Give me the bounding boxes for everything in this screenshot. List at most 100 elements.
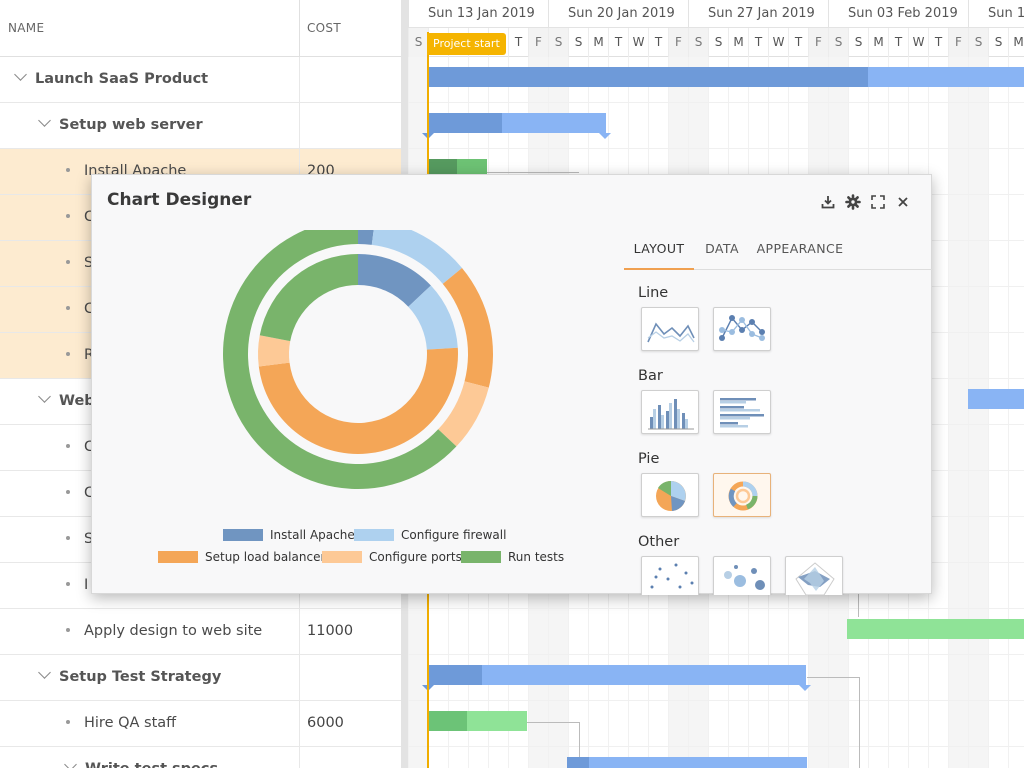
task-bar[interactable] [427,711,527,731]
designer-tabs: LAYOUT DATA APPEARANCE [624,230,933,270]
task-name: I [84,577,89,593]
group-label-pie: Pie [638,451,660,467]
chart-preview: Install Apache Configure firewall Setup lo… [92,230,622,595]
line-chart-option[interactable] [641,307,699,351]
chevron-down-icon[interactable] [38,390,51,403]
task-cost[interactable]: 6000 [307,715,344,731]
week-label: Sun 13 Jan 2019 [408,0,548,28]
scatter-chart-option[interactable] [641,556,699,595]
bullet-icon [66,168,70,172]
legend-item[interactable]: Setup load balancer [158,550,325,564]
dependency-line[interactable] [527,722,579,723]
legend-item[interactable]: Configure firewall [354,528,506,542]
chevron-down-icon[interactable] [14,68,27,81]
timeline-week-header: Sun 13 Jan 2019 Sun 20 Jan 2019 Sun 27 Jan… [408,0,1024,28]
donut-slice-configure-ports[interactable] [258,335,291,367]
task-progress [427,665,482,685]
task-name: Launch SaaS Product [35,71,209,87]
task-progress [427,67,868,87]
task-name: R [84,347,95,363]
day-label: W [768,28,788,57]
grid-row[interactable]: Launch SaaS Product [0,57,401,103]
legend-item[interactable]: Run tests [461,550,564,564]
bubble-chart-option[interactable] [713,556,771,595]
task-name-cell[interactable]: Apply design to web site [0,609,300,654]
week-label: Sun 27 Jan 2019 [688,0,828,28]
line-markers-chart-option[interactable] [713,307,771,351]
pie-chart-option[interactable] [641,473,699,517]
fullscreen-icon[interactable] [869,193,887,211]
legend-swatch [223,529,263,541]
radar-chart-option[interactable] [785,556,843,595]
donut-slice-configure-ports[interactable] [438,381,489,447]
day-label: S [988,28,1008,57]
grid-row[interactable]: Write test specs [0,747,401,768]
close-icon[interactable] [894,193,912,211]
bullet-icon [66,352,70,356]
day-label: S [828,28,848,57]
donut-chart-option[interactable] [713,473,771,517]
dependency-line[interactable] [858,587,859,617]
donut-slice-configure-firewall[interactable] [408,285,458,350]
chevron-down-icon[interactable] [38,666,51,679]
donut-chart [223,230,494,489]
donut-slice-configure-firewall[interactable] [371,230,463,284]
donut-slice-install-apache[interactable] [358,254,431,307]
grid-row[interactable]: Setup Test Strategy [0,655,401,701]
chart-designer-dialog: Chart Designer Install Apache Configure f… [91,174,933,595]
task-bar[interactable] [968,389,1024,409]
horizontal-bar-chart-option[interactable] [713,390,771,434]
task-name: Setup web server [59,117,203,133]
task-name-cell[interactable]: Launch SaaS Product [0,57,300,102]
layout-panel: Line Bar Pie Other [624,270,933,595]
donut-slice-run-tests[interactable] [223,230,457,489]
legend-item[interactable]: Configure ports [322,550,462,564]
task-bar[interactable] [847,619,1024,639]
dependency-line[interactable] [807,677,859,678]
task-name-cell[interactable]: Write test specs [0,747,300,768]
task-bar[interactable] [567,757,807,768]
task-progress [427,113,502,133]
bullet-icon [66,490,70,494]
column-header-name[interactable]: NAME [0,0,300,56]
dialog-title: Chart Designer [107,190,252,210]
grid-row[interactable]: Apply design to web site 11000 [0,609,401,655]
grid-row[interactable]: Hire QA staff 6000 [0,701,401,747]
download-icon[interactable] [819,193,837,211]
task-name-cell[interactable]: Hire QA staff [0,701,300,746]
task-bar[interactable] [427,67,1024,87]
legend-label: Setup load balancer [205,550,326,564]
week-label: Sun 03 Feb 2019 [828,0,968,28]
day-label: M [728,28,748,57]
column-header-cost[interactable]: COST [307,21,341,35]
project-start-label[interactable]: Project start [427,33,506,55]
donut-slice-setup-load-balancer[interactable] [442,267,494,388]
gear-icon[interactable] [844,193,862,211]
day-label: W [908,28,928,57]
chevron-down-icon[interactable] [64,758,77,768]
grid-row[interactable]: Setup web server [0,103,401,149]
donut-slice-setup-load-balancer[interactable] [258,347,458,454]
day-label: F [668,28,688,57]
tab-layout[interactable]: LAYOUT [624,230,694,270]
task-name-cell[interactable]: Setup web server [0,103,300,148]
grid-header: NAME COST [0,0,401,57]
day-column [948,57,968,768]
bullet-icon [66,306,70,310]
task-bar[interactable] [422,665,811,691]
bullet-icon [66,444,70,448]
tab-data[interactable]: DATA [705,241,739,256]
donut-slice-install-apache[interactable] [358,230,375,245]
legend-item[interactable]: Install Apache [223,528,355,542]
tab-appearance[interactable]: APPEARANCE [756,241,844,256]
dependency-line[interactable] [859,677,860,768]
task-cost[interactable]: 11000 [307,623,354,639]
chevron-down-icon[interactable] [38,114,51,127]
dependency-line[interactable] [487,172,579,173]
task-bar[interactable] [422,113,611,139]
column-chart-option[interactable] [641,390,699,434]
donut-slice-run-tests[interactable] [259,254,358,342]
dependency-line[interactable] [579,722,580,757]
task-name-cell[interactable]: Setup Test Strategy [0,655,300,700]
